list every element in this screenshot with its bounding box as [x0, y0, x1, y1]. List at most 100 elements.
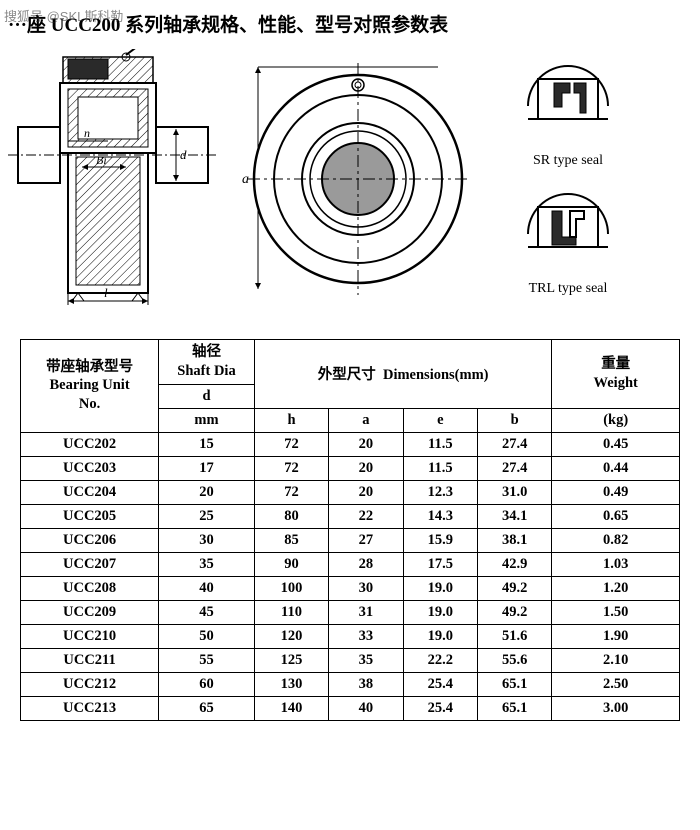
cell-a: 33 — [329, 624, 403, 648]
cell-b: 42.9 — [478, 552, 552, 576]
cell-w: 0.49 — [552, 480, 680, 504]
cell-e: 25.4 — [403, 696, 477, 720]
dim-label-bi: Bi — [96, 153, 107, 167]
table-row: UCC20215722011.527.40.45 — [21, 432, 680, 456]
table-row: UCC20420722012.331.00.49 — [21, 480, 680, 504]
cell-no: UCC213 — [21, 696, 159, 720]
trl-seal-block: TRL type seal — [478, 189, 658, 297]
cell-e: 15.9 — [403, 528, 477, 552]
cell-no: UCC209 — [21, 600, 159, 624]
table-row: UCC20630852715.938.10.82 — [21, 528, 680, 552]
cell-b: 65.1 — [478, 696, 552, 720]
cell-e: 19.0 — [403, 624, 477, 648]
cell-no: UCC203 — [21, 456, 159, 480]
cell-d: 30 — [159, 528, 255, 552]
sr-seal-label: SR type seal — [533, 153, 603, 169]
trl-seal-icon — [508, 189, 628, 279]
cell-w: 1.50 — [552, 600, 680, 624]
dim-label-n: n — [84, 126, 90, 140]
cell-w: 0.65 — [552, 504, 680, 528]
cell-w: 1.90 — [552, 624, 680, 648]
cell-e: 25.4 — [403, 672, 477, 696]
hdr-mm: mm — [159, 408, 255, 432]
table-row: UCC209451103119.049.21.50 — [21, 600, 680, 624]
cell-e: 11.5 — [403, 432, 477, 456]
hdr-a: a — [329, 408, 403, 432]
diagram-row: n Bi d l a — [8, 49, 692, 309]
cell-d: 15 — [159, 432, 255, 456]
cell-no: UCC206 — [21, 528, 159, 552]
watermark-text: 搜狐号 @SKL斯科勒 — [4, 6, 123, 25]
cell-h: 140 — [254, 696, 328, 720]
trl-seal-label: TRL type seal — [529, 281, 608, 297]
cell-h: 125 — [254, 648, 328, 672]
diagram-cross-section: n Bi d l — [8, 49, 218, 309]
cell-d: 50 — [159, 624, 255, 648]
cell-no: UCC204 — [21, 480, 159, 504]
hdr-e: e — [403, 408, 477, 432]
diagram-front-view: a — [228, 59, 468, 299]
cell-no: UCC205 — [21, 504, 159, 528]
cell-h: 110 — [254, 600, 328, 624]
hdr-h: h — [254, 408, 328, 432]
cell-b: 34.1 — [478, 504, 552, 528]
seal-diagrams: SR type seal TRL type seal — [478, 61, 658, 297]
cell-a: 31 — [329, 600, 403, 624]
sr-seal-icon — [508, 61, 628, 151]
cell-e: 19.0 — [403, 576, 477, 600]
cell-no: UCC210 — [21, 624, 159, 648]
cell-h: 85 — [254, 528, 328, 552]
dim-label-a: a — [242, 172, 249, 187]
table-row: UCC211551253522.255.62.10 — [21, 648, 680, 672]
cell-a: 27 — [329, 528, 403, 552]
sr-seal-block: SR type seal — [478, 61, 658, 169]
cell-b: 27.4 — [478, 456, 552, 480]
cell-e: 22.2 — [403, 648, 477, 672]
hdr-unit-no: 带座轴承型号 Bearing Unit No. — [21, 340, 159, 433]
cell-w: 3.00 — [552, 696, 680, 720]
cell-no: UCC208 — [21, 576, 159, 600]
cell-b: 31.0 — [478, 480, 552, 504]
cell-w: 1.03 — [552, 552, 680, 576]
cell-h: 90 — [254, 552, 328, 576]
hdr-d: d — [159, 384, 255, 408]
cell-w: 0.45 — [552, 432, 680, 456]
hdr-b: b — [478, 408, 552, 432]
cell-a: 20 — [329, 480, 403, 504]
cell-h: 72 — [254, 456, 328, 480]
cell-d: 45 — [159, 600, 255, 624]
cell-no: UCC202 — [21, 432, 159, 456]
spec-table-body: UCC20215722011.527.40.45UCC20317722011.5… — [21, 432, 680, 720]
table-row: UCC20735902817.542.91.03 — [21, 552, 680, 576]
spec-table-head: 带座轴承型号 Bearing Unit No. 轴径 Shaft Dia 外型尺… — [21, 340, 680, 433]
cell-h: 100 — [254, 576, 328, 600]
table-row: UCC20525802214.334.10.65 — [21, 504, 680, 528]
cell-d: 20 — [159, 480, 255, 504]
cell-a: 20 — [329, 432, 403, 456]
cell-no: UCC211 — [21, 648, 159, 672]
spec-table: 带座轴承型号 Bearing Unit No. 轴径 Shaft Dia 外型尺… — [20, 339, 680, 721]
cell-d: 65 — [159, 696, 255, 720]
cell-no: UCC212 — [21, 672, 159, 696]
cell-d: 17 — [159, 456, 255, 480]
cell-a: 40 — [329, 696, 403, 720]
cell-w: 2.50 — [552, 672, 680, 696]
cell-h: 120 — [254, 624, 328, 648]
cell-h: 130 — [254, 672, 328, 696]
table-row: UCC208401003019.049.21.20 — [21, 576, 680, 600]
table-row: UCC210501203319.051.61.90 — [21, 624, 680, 648]
cell-a: 38 — [329, 672, 403, 696]
table-row: UCC20317722011.527.40.44 — [21, 456, 680, 480]
cell-b: 27.4 — [478, 432, 552, 456]
cell-e: 12.3 — [403, 480, 477, 504]
cell-d: 55 — [159, 648, 255, 672]
cell-a: 20 — [329, 456, 403, 480]
table-row: UCC213651404025.465.13.00 — [21, 696, 680, 720]
cell-a: 28 — [329, 552, 403, 576]
hdr-kg: (kg) — [552, 408, 680, 432]
cell-e: 11.5 — [403, 456, 477, 480]
cell-e: 14.3 — [403, 504, 477, 528]
dim-label-d: d — [180, 147, 187, 162]
cell-w: 0.44 — [552, 456, 680, 480]
cell-e: 19.0 — [403, 600, 477, 624]
